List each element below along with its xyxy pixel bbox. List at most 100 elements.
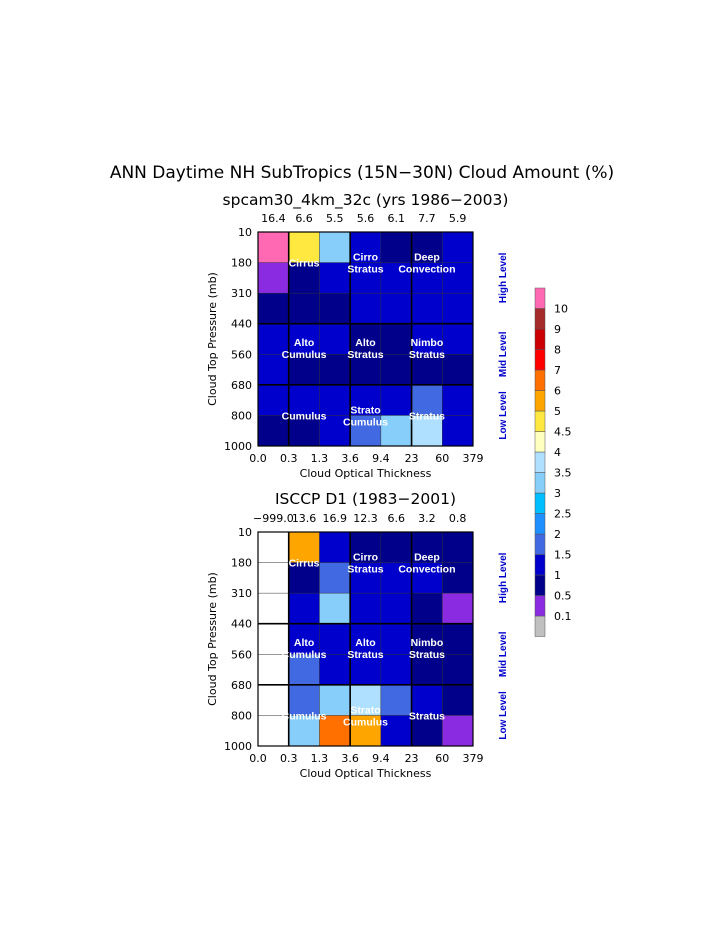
heatmap-cell (442, 354, 474, 386)
colorbar-tick-label: 6 (554, 385, 561, 398)
x-tick-label: 23 (405, 452, 419, 465)
y-tick-label: 1000 (224, 740, 252, 753)
x-tick-label: 3.6 (341, 752, 359, 765)
column-total: 13.6 (292, 512, 317, 525)
x-tick-label: 60 (435, 452, 449, 465)
x-tick-label: 0.0 (249, 452, 267, 465)
region-label: Strato Cumulus (343, 404, 388, 428)
heatmap-cell (288, 323, 320, 355)
heatmap-cell (380, 232, 412, 263)
level-label: High Level (498, 252, 509, 303)
heatmap-cell (411, 384, 443, 416)
heatmap-cell (350, 415, 382, 447)
heatmap-cell (411, 232, 443, 263)
region-label: Stratus (409, 410, 445, 422)
heatmap-cell (380, 384, 412, 416)
x-tick-label: 60 (435, 752, 449, 765)
y-tick-label: 800 (231, 409, 252, 422)
column-total: 7.7 (418, 212, 436, 225)
heatmap-cell (411, 354, 443, 386)
colorbar-tick-label: 2 (554, 528, 561, 541)
heatmap-cell (411, 623, 443, 655)
y-tick-label: 10 (238, 226, 252, 239)
y-tick-label: 560 (231, 648, 252, 661)
level-label: High Level (498, 552, 509, 603)
heatmap-cell (380, 262, 412, 294)
column-total: 12.3 (353, 512, 378, 525)
column-total: 16.4 (261, 212, 286, 225)
region-label: Nimbo Stratus (409, 637, 445, 661)
colorbar-segment (534, 513, 546, 535)
colorbar-segment (534, 369, 546, 391)
heatmap-cell (411, 262, 443, 294)
heatmap-cell (411, 654, 443, 686)
colorbar-segment (534, 390, 546, 412)
heatmap-cell (380, 354, 412, 386)
heatmap-cell (442, 293, 474, 325)
heatmap-cell (442, 323, 474, 355)
heatmap-cell (258, 593, 290, 625)
colorbar-tick-label: 0.5 (554, 590, 572, 603)
heatmap-cell (319, 562, 351, 594)
column-total: 0.8 (449, 512, 467, 525)
heatmap-cell (442, 593, 474, 625)
region-label: Cirrus (289, 258, 320, 270)
heatmap-cell (288, 384, 320, 416)
heatmap-cell (380, 715, 412, 747)
column-total: 5.9 (449, 212, 467, 225)
heatmap-cell (258, 232, 290, 263)
colorbar-segment (534, 349, 546, 371)
colorbar-segment (534, 615, 546, 637)
heatmap-cell (319, 532, 351, 563)
x-axis-label: Cloud Optical Thickness (300, 467, 432, 480)
colorbar-segment (534, 472, 546, 494)
x-tick-label: 23 (405, 752, 419, 765)
panel-title: ISCCP D1 (1983−2001) (275, 490, 456, 508)
colorbar-tick-label: 1 (554, 569, 561, 582)
heatmap-cell (288, 654, 320, 686)
heatmap-cell (288, 262, 320, 294)
heatmap-cell (319, 593, 351, 625)
region-label: Cumulus (282, 710, 327, 722)
heatmap-cell (380, 684, 412, 716)
colorbar-segment (534, 431, 546, 453)
region-label: Alto Cumulus (282, 337, 327, 361)
y-tick-label: 560 (231, 348, 252, 361)
y-tick-label: 180 (231, 557, 252, 570)
heatmap-cell (319, 262, 351, 294)
heatmap-cell (319, 654, 351, 686)
heatmap-cell (258, 684, 290, 716)
heatmap-cell (288, 562, 320, 594)
y-tick-label: 440 (231, 618, 252, 631)
colorbar-segment (534, 410, 546, 432)
colorbar-segment (534, 451, 546, 473)
heatmap-cell (442, 415, 474, 447)
heatmap-panel-1: spcam30_4km_32c (yrs 1986−2003) 16.4 6.6 5.… (206, 191, 509, 480)
region-label: Deep Convection (398, 552, 455, 576)
heatmap-cell (258, 654, 290, 686)
level-label: Mid Level (498, 331, 509, 377)
column-total: 3.2 (418, 512, 436, 525)
colorbar-segment (534, 492, 546, 514)
column-total: 5.5 (326, 212, 344, 225)
heatmap-panel-2: ISCCP D1 (1983−2001) −999.013.6 16.9 12.3 6.… (206, 490, 509, 780)
colorbar-segment (534, 308, 546, 330)
heatmap-cell (258, 384, 290, 416)
x-tick-label: 1.3 (311, 452, 329, 465)
y-tick-label: 440 (231, 318, 252, 331)
region-label: Strato Cumulus (343, 704, 388, 728)
heatmap-cell (319, 684, 351, 716)
x-tick-label: 9.4 (372, 452, 390, 465)
y-axis-label: Cloud Top Pressure (mb) (206, 572, 219, 706)
y-tick-label: 310 (231, 287, 252, 300)
x-tick-label: 1.3 (311, 752, 329, 765)
heatmap-cell (258, 323, 290, 355)
colorbar-tick-label: 0.1 (554, 610, 572, 623)
column-total: −999.0 (253, 512, 294, 525)
region-label: Alto Cumulus (282, 637, 327, 661)
heatmap-cell (442, 654, 474, 686)
colorbar-segment (534, 328, 546, 350)
region-label: Alto Stratus (347, 337, 383, 361)
region-label: Cumulus (282, 410, 327, 422)
region-label: Cirrus (289, 558, 320, 570)
